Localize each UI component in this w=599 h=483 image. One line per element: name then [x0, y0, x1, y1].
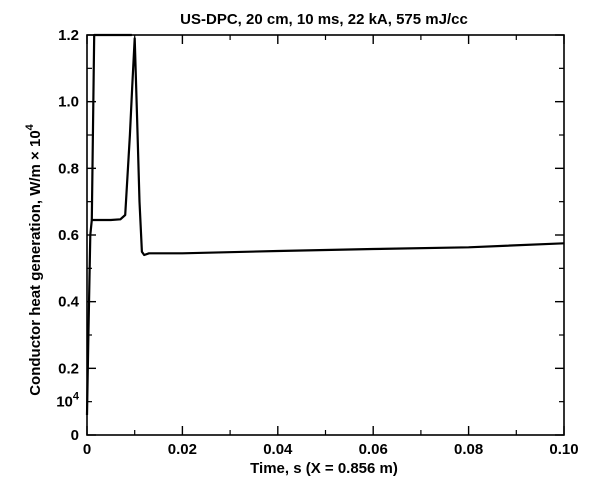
y-tick-label: 1.0	[58, 94, 79, 111]
y-tick-label: 0.8	[58, 160, 79, 177]
plot-frame	[86, 34, 565, 436]
series-line-1	[85, 37, 565, 416]
y-axis-label: Conductor heat generation, W/m × 104	[24, 123, 44, 395]
x-tick-label: 0.02	[168, 441, 197, 458]
y-tick-label: 1.2	[58, 27, 79, 44]
y-extra-label: 104	[56, 391, 80, 411]
y-tick-label: 0	[71, 427, 79, 444]
y-tick-label: 0.6	[58, 227, 79, 244]
y-tick-label: 0.4	[58, 294, 80, 311]
x-tick-label: 0.04	[263, 441, 293, 458]
y-extra-label-exponent: 4	[73, 391, 80, 403]
y-tick-label: 0.2	[58, 360, 79, 377]
x-tick-label: 0	[83, 441, 91, 458]
y-axis-label-exponent: 4	[24, 123, 36, 130]
svg-text:Conductor heat generation, W/m: Conductor heat generation, W/m × 104	[24, 123, 44, 395]
x-tick-label: 0.06	[359, 441, 388, 458]
y-extra-label-base: 10	[56, 394, 73, 411]
series-line-2	[90, 33, 132, 221]
chart-title: US-DPC, 20 cm, 10 ms, 22 kA, 575 mJ/cc	[180, 11, 468, 28]
x-axis-label: Time, s (X = 0.856 m)	[250, 460, 398, 477]
x-tick-label: 0.08	[454, 441, 483, 458]
y-axis-label-text: Conductor heat generation, W/m × 10	[27, 130, 44, 395]
x-tick-label: 0.10	[549, 441, 578, 458]
